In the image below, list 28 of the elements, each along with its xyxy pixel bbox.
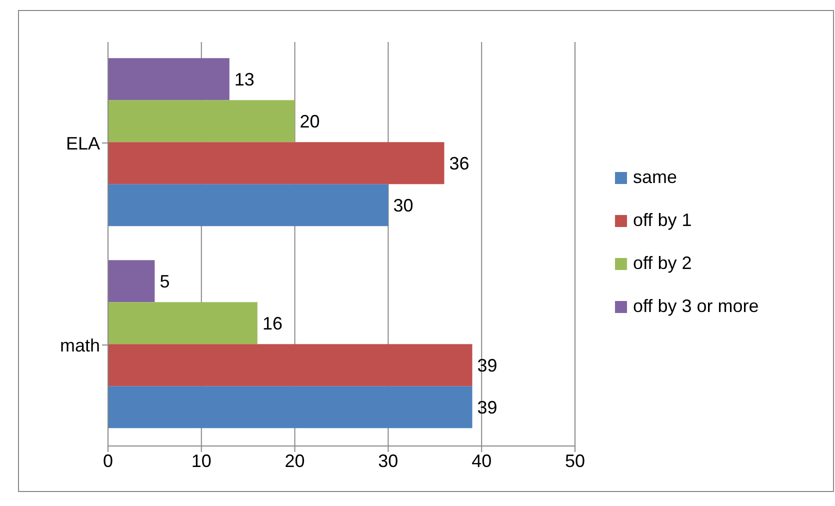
data-label: 16 [262,314,282,334]
data-label: 39 [477,398,498,418]
legend-label: off by 3 or more [633,296,759,317]
y-tick-label: math [60,335,100,356]
data-label: 39 [477,356,498,376]
legend-label: same [633,167,678,188]
x-tick-label: 10 [191,450,212,471]
x-tick-label: 30 [378,450,398,471]
bar [108,58,230,100]
data-label: 30 [393,196,414,216]
legend-label: off by 1 [633,210,692,231]
data-label: 13 [234,70,254,90]
bar [108,260,155,302]
x-tick-label: 20 [284,450,305,471]
data-label: 36 [449,154,470,174]
legend-label: off by 2 [633,253,692,274]
x-tick-label: 0 [102,450,114,471]
bar [108,386,472,428]
y-tick-label: ELA [66,133,100,154]
bar [108,302,258,344]
data-label: 5 [160,272,170,292]
bar [108,344,472,386]
x-tick-label: 50 [564,450,586,471]
data-label: 20 [300,112,320,132]
bar [108,142,444,184]
bar [108,184,388,226]
bar [108,100,295,142]
x-tick-label: 40 [472,450,492,471]
